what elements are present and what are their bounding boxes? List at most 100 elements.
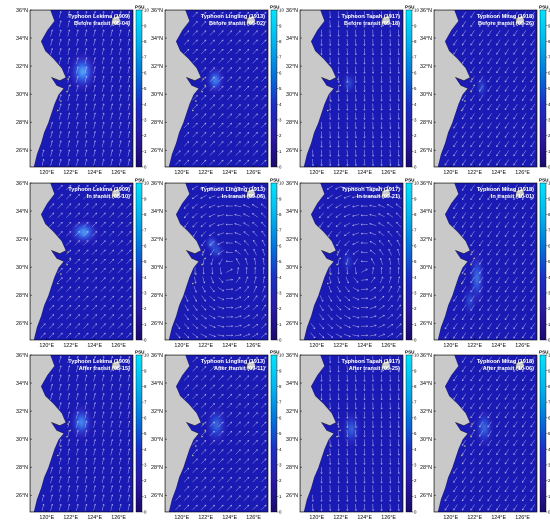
latitude-label: 32°N (16, 409, 28, 415)
panel-title: Typhoon Mitag (1918) (477, 187, 534, 193)
map-frame (164, 354, 269, 513)
longitude-label: 124°E (491, 343, 506, 349)
map-panel: 36°N 34°N 32°N 30°N 28°N 26°N 120°E 122°E 124°E 1… (420, 178, 550, 350)
colorbar-tick-label: 3 (414, 463, 417, 468)
latitude-label: 28°N (151, 465, 163, 471)
colorbar-tick-label: 9 (548, 368, 550, 373)
longitude-label: 122°E (467, 170, 482, 176)
mainland-china (300, 183, 337, 340)
longitude-label: 126°E (111, 515, 126, 520)
current-vectors (175, 11, 267, 165)
salinity-plume (68, 219, 100, 245)
colorbar-tick-label: 3 (144, 291, 147, 296)
colorbar-unit: PSU (135, 350, 145, 355)
map-panel: 36°N 34°N 32°N 30°N 28°N 26°N 120°E 122°E 124°E 1… (420, 350, 550, 520)
longitude-label: 122°E (198, 170, 213, 176)
latitude-label: 36°N (420, 353, 432, 359)
islet (471, 251, 474, 254)
islet (337, 78, 340, 81)
map-frame (299, 354, 404, 513)
current-vectors (444, 184, 535, 339)
latitude-label: 26°N (420, 321, 432, 327)
latitude-label: 28°N (16, 120, 28, 126)
colorbar-tick-label: 1 (548, 149, 550, 154)
latitude-label: 34°N (16, 36, 28, 42)
colorbar-tick-label: 5 (279, 431, 282, 436)
colorbar-tick-label: 1 (279, 149, 282, 154)
salinity-plume (205, 404, 228, 447)
colorbar-unit: PSU (270, 350, 280, 355)
colorbar-tick-label: 9 (279, 23, 282, 28)
mainland-china (30, 183, 67, 340)
islet (460, 454, 463, 457)
panel-title: Typhoon Tapah (1917) (341, 187, 400, 193)
colorbar-tick-label: 9 (414, 196, 417, 201)
colorbar-tick-label: 6 (414, 415, 417, 420)
islet (471, 423, 474, 426)
colorbar-tick-label: 1 (144, 494, 147, 499)
longitude-label: 122°E (198, 343, 213, 349)
latitude-label: 26°N (286, 493, 298, 499)
colorbar-tick-label: 2 (548, 133, 550, 138)
latitude-label: 34°N (151, 209, 163, 215)
islet (326, 282, 329, 285)
colorbar-tick-label: 5 (548, 86, 550, 91)
colorbar-tick-label: 9 (144, 196, 147, 201)
islet (339, 257, 342, 260)
colorbar-tick-label: 6 (144, 415, 147, 420)
colorbar-tick-label: 6 (548, 243, 550, 248)
panel-subtitle: After transit (09-11) (214, 366, 265, 372)
islet (326, 109, 329, 112)
latitude-label: 36°N (286, 353, 298, 359)
colorbar-tick-label: 5 (414, 431, 417, 436)
latitude-label: 36°N (420, 8, 432, 14)
longitude-label: 126°E (381, 170, 396, 176)
colorbar-tick-label: 2 (548, 478, 550, 483)
colorbar-tick-label: 8 (144, 212, 147, 217)
colorbar-tick-label: 0 (548, 165, 550, 170)
mainland-china (300, 10, 337, 167)
longitude-label: 126°E (111, 170, 126, 176)
colorbar-tick-label: 0 (548, 510, 550, 515)
colorbar-tick-label: 9 (144, 23, 147, 28)
colorbar-tick-label: 6 (144, 70, 147, 75)
map-panel: 36°N 34°N 32°N 30°N 28°N 26°N 120°E 122°E 124°E 1… (16, 350, 149, 520)
colorbar-tick-label: 4 (414, 275, 417, 280)
colorbar-tick-label: 8 (414, 384, 417, 389)
colorbar-tick-label: 8 (414, 212, 417, 217)
colorbar-unit: PSU (270, 178, 280, 183)
colorbar-tick-label: 10 (548, 353, 550, 358)
panel-subtitle: In transit (10-01) (491, 194, 534, 200)
salinity-plume (206, 66, 224, 95)
latitude-label: 26°N (286, 321, 298, 327)
panel-title: Typhoon Lingling (1913) (201, 14, 265, 20)
longitude-label: 122°E (467, 343, 482, 349)
colorbar-unit: PSU (135, 178, 145, 183)
longitude-label: 120°E (309, 515, 324, 520)
islet (329, 100, 332, 103)
mainland-china (434, 10, 471, 167)
longitude-label: 120°E (443, 170, 458, 176)
islet (339, 429, 342, 432)
islet (204, 429, 207, 432)
colorbar-tick-label: 7 (279, 55, 282, 60)
colorbar-tick-label: 2 (144, 478, 147, 483)
colorbar-tick-label: 6 (279, 243, 282, 248)
current-vectors (310, 185, 402, 339)
current-vectors (444, 356, 535, 511)
colorbar (270, 354, 278, 513)
salinity-plume (343, 71, 356, 95)
colorbar-tick-label: 2 (548, 306, 550, 311)
longitude-label: 126°E (111, 343, 126, 349)
salinity-plume (70, 404, 93, 441)
latitude-label: 34°N (286, 381, 298, 387)
mainland-china (300, 355, 337, 512)
latitude-label: 26°N (420, 493, 432, 499)
colorbar-tick-label: 0 (144, 165, 147, 170)
salinity-plume (465, 284, 475, 318)
colorbar-tick-label: 7 (279, 400, 282, 405)
salinity-plume (343, 409, 360, 449)
current-vectors (41, 356, 131, 511)
colorbar-tick-label: 3 (279, 291, 282, 296)
latitude-label: 26°N (151, 493, 163, 499)
